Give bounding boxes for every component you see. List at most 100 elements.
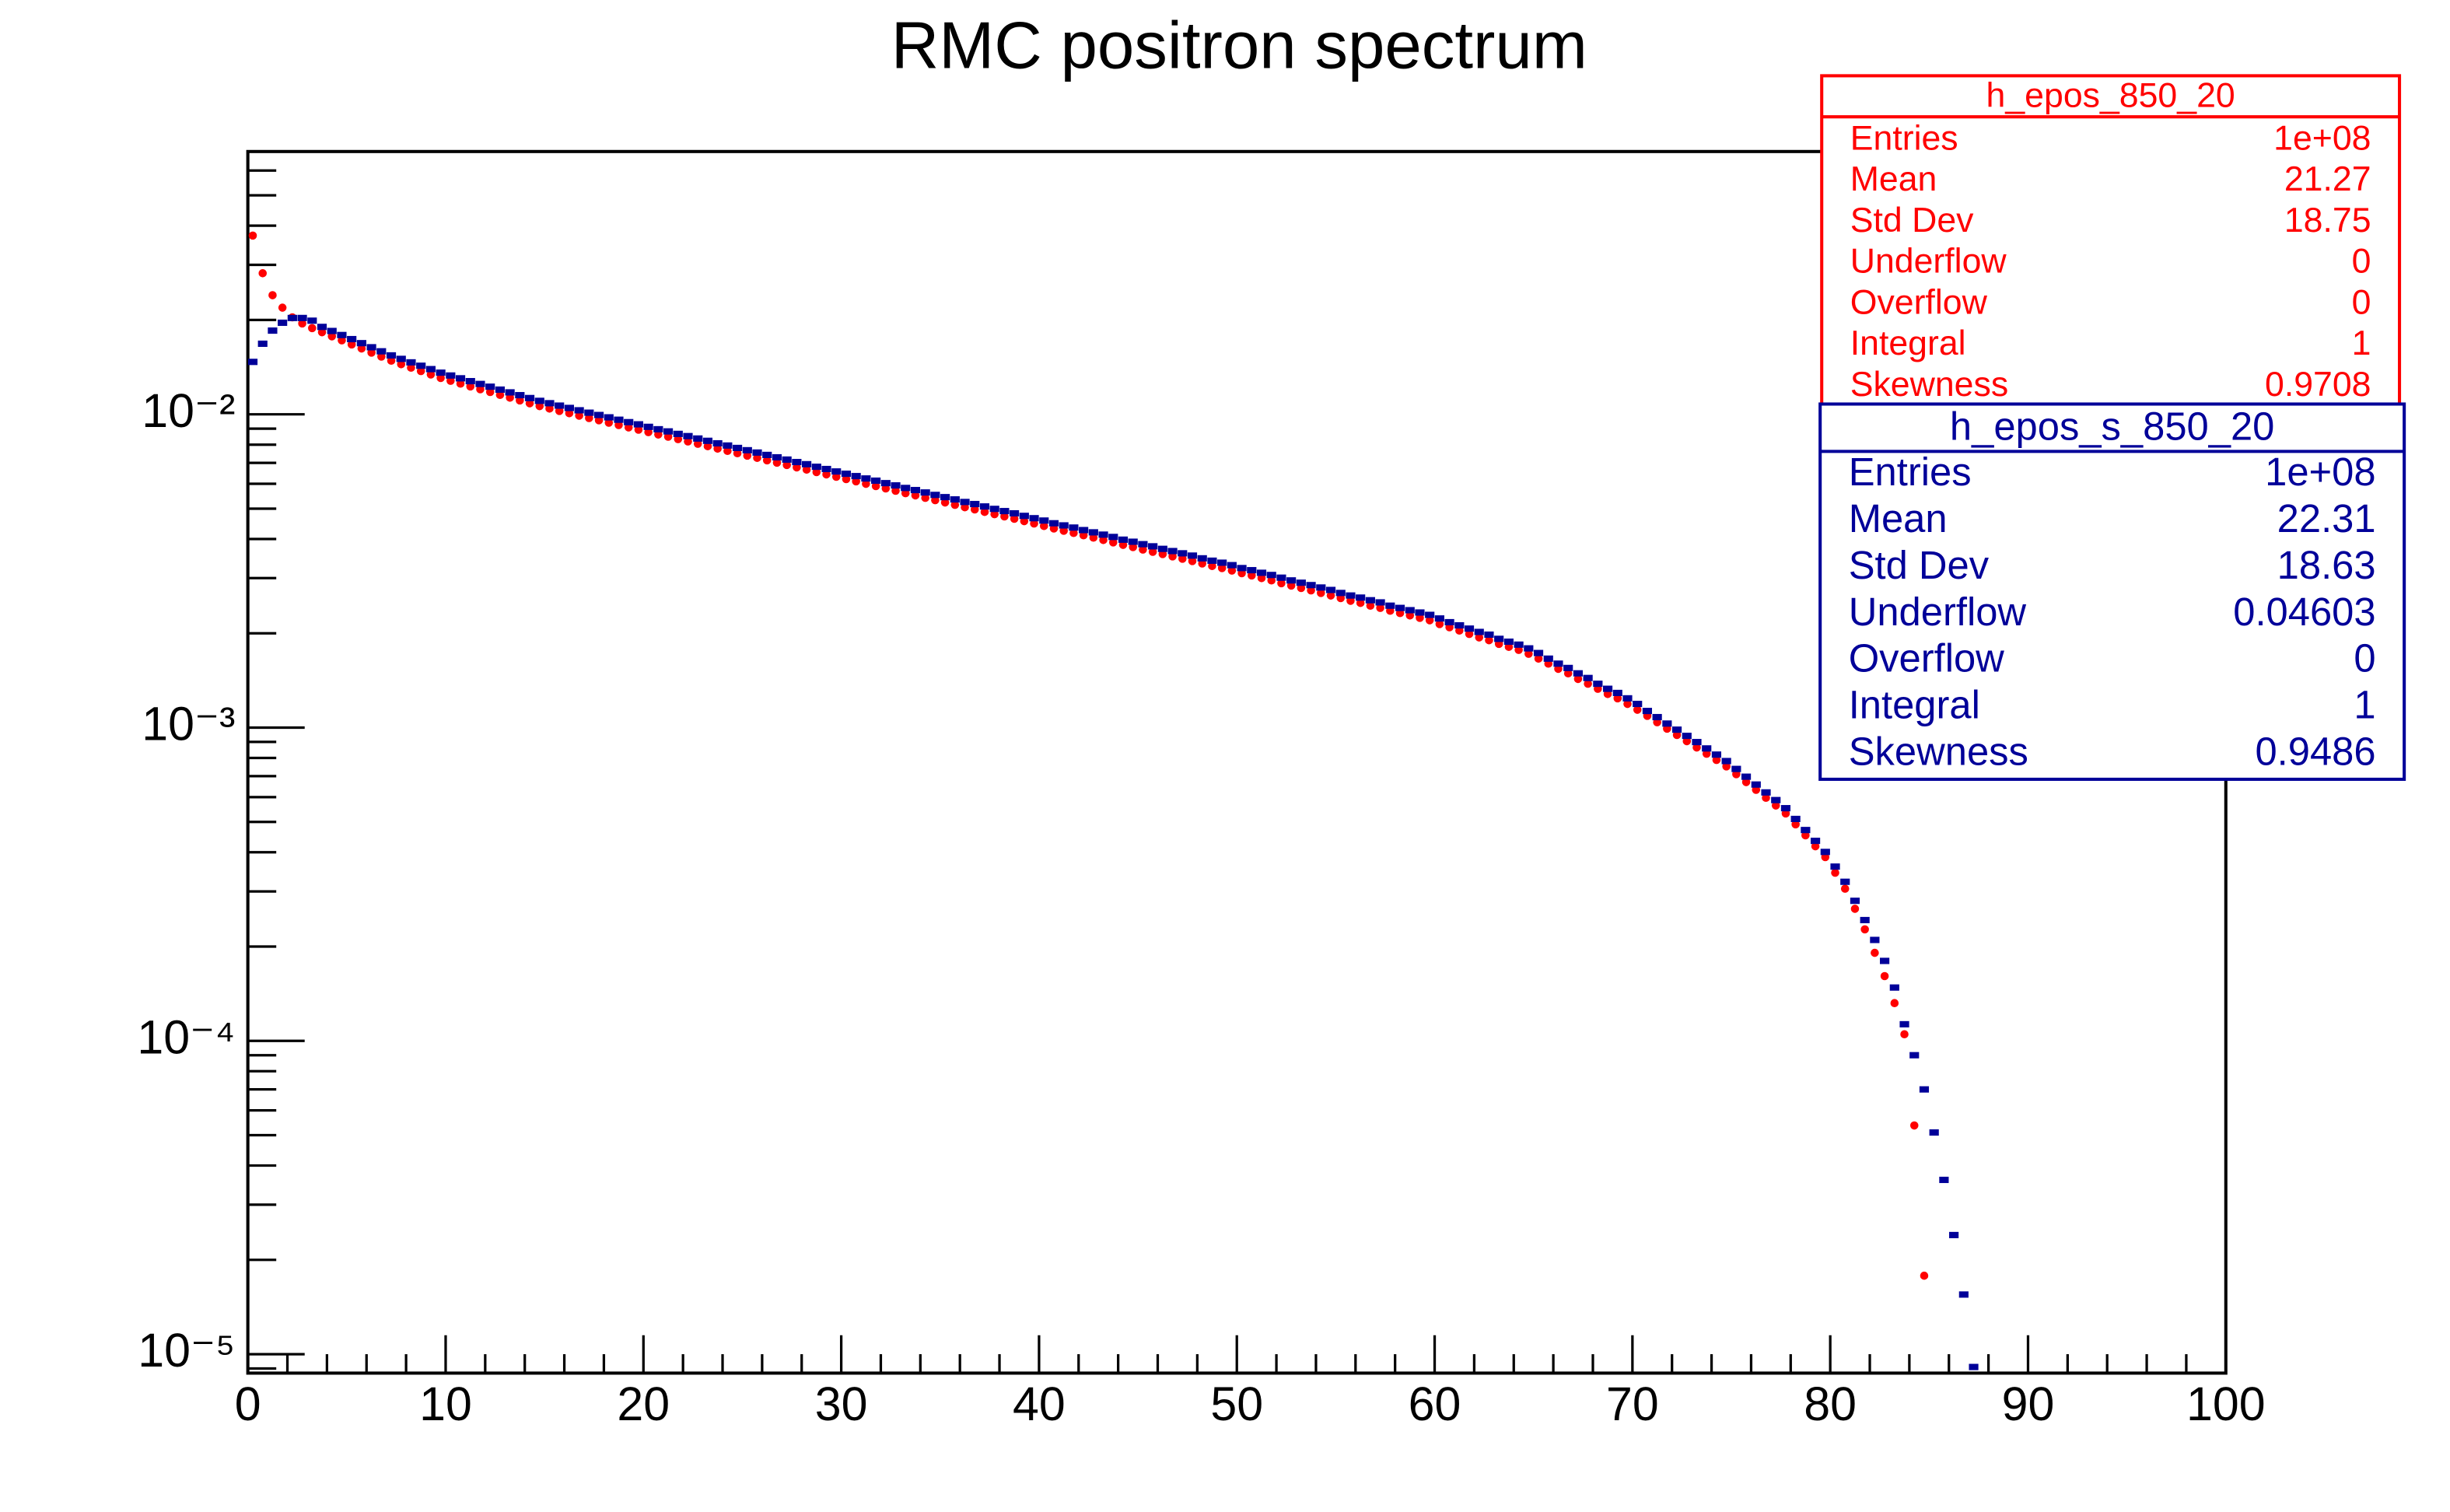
data-point (1296, 579, 1306, 586)
data-point (703, 442, 712, 450)
data-point (653, 425, 663, 432)
data-point (633, 421, 644, 428)
data-point (1602, 685, 1613, 692)
stat-value: 0.04603 (2233, 590, 2375, 634)
data-point (1652, 713, 1662, 721)
data-point (565, 409, 574, 418)
data-point (298, 319, 306, 328)
data-point (723, 446, 732, 456)
data-point (1603, 690, 1612, 698)
data-point (979, 503, 990, 510)
data-point (495, 386, 505, 393)
data-point (1227, 562, 1237, 569)
data-point (1148, 548, 1157, 556)
data-point (862, 479, 870, 488)
data-point (1860, 916, 1870, 924)
data-point (525, 399, 534, 408)
data-point (1306, 582, 1316, 589)
data-point (278, 319, 288, 327)
data-point (574, 407, 584, 414)
stat-box-title: h_epos_s_850_20 (1950, 404, 2274, 448)
data-point (1790, 815, 1801, 822)
data-point (842, 474, 851, 484)
data-point (1672, 730, 1682, 740)
data-point (327, 332, 337, 341)
data-point (594, 416, 604, 425)
data-point (1088, 529, 1098, 536)
data-point (506, 394, 514, 402)
stat-label: Underflow (1849, 590, 2027, 634)
data-point (593, 411, 604, 418)
data-point (931, 495, 940, 505)
data-point (901, 485, 911, 492)
data-point (1099, 536, 1108, 544)
data-point (861, 475, 871, 482)
data-point (1642, 708, 1653, 715)
stat-label: Skewness (1849, 729, 2028, 773)
data-point (693, 439, 702, 448)
data-point (407, 363, 415, 372)
data-point (1266, 572, 1276, 579)
data-point (1584, 679, 1592, 688)
x-tick-label: 50 (1210, 1377, 1263, 1430)
data-point (961, 502, 969, 512)
data-point (268, 291, 277, 299)
stat-value: 0 (2354, 636, 2375, 681)
data-point (338, 336, 346, 345)
data-point (1454, 621, 1465, 629)
data-point (1019, 513, 1029, 520)
data-point (425, 366, 436, 373)
data-point (732, 444, 743, 451)
data-point (733, 449, 742, 458)
data-point (1148, 543, 1158, 550)
data-point (1118, 536, 1129, 543)
data-point (643, 423, 653, 430)
data-point (366, 344, 376, 351)
data-point (1969, 1363, 1979, 1370)
data-point (1030, 519, 1038, 528)
data-point (1405, 611, 1415, 620)
data-point (1178, 555, 1187, 563)
data-point (1059, 522, 1069, 529)
data-point (1831, 868, 1839, 877)
data-point (1138, 541, 1148, 548)
data-point (1514, 646, 1523, 654)
data-point (604, 418, 614, 427)
data-point (782, 456, 792, 463)
data-point (327, 327, 337, 334)
data-point (485, 383, 495, 390)
data-point (663, 428, 674, 435)
data-point (1256, 569, 1267, 576)
data-point (1020, 516, 1029, 526)
data-point (584, 409, 594, 416)
stat-value: 0.9708 (2265, 366, 2371, 404)
data-point (1761, 789, 1771, 796)
y-tick-label: 10⁻⁴ (137, 1010, 235, 1063)
data-point (1870, 936, 1880, 943)
x-tick-label: 40 (1013, 1377, 1066, 1430)
stat-value: 1 (2354, 683, 2375, 727)
x-tick-label: 0 (235, 1377, 261, 1430)
data-point (702, 437, 713, 444)
data-point (960, 499, 970, 506)
data-point (317, 324, 327, 331)
data-point (1227, 566, 1237, 575)
data-point (476, 385, 485, 394)
data-point (989, 506, 999, 513)
data-point (1801, 827, 1811, 834)
data-point (1346, 592, 1356, 599)
data-point (1247, 567, 1257, 574)
data-point (1563, 669, 1573, 677)
data-point (1474, 628, 1484, 635)
x-tick-label: 10 (419, 1377, 472, 1430)
data-point (871, 481, 880, 491)
data-point (545, 404, 554, 413)
data-point (308, 324, 317, 333)
data-point (465, 377, 475, 385)
data-point (347, 335, 357, 343)
data-point (999, 508, 1010, 515)
data-point (534, 397, 544, 404)
stat-label: Mean (1849, 496, 1948, 541)
data-point (426, 370, 436, 379)
data-point (475, 380, 485, 387)
